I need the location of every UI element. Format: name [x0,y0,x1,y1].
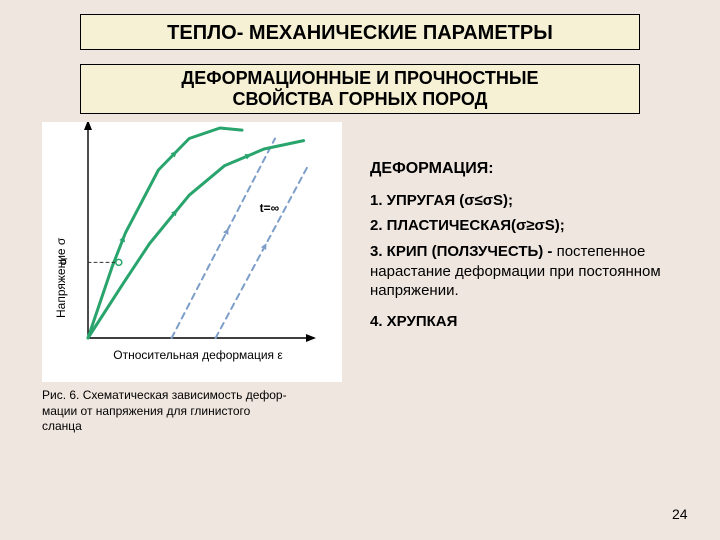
chart-ylabel: Напряжение σ [54,238,68,318]
list-item-bold: 3. КРИП (ПОЛЗУЧЕСТЬ) - [370,243,557,260]
list-item: 1. УПРУГАЯ (σ≤σS); [370,192,700,209]
list-item-bold: 1. УПРУГАЯ (σ≤σS); [370,192,513,209]
figure-caption: Рис. 6. Схематическая зависимость дефор-… [42,388,342,435]
subtitle-text: ДЕФОРМАЦИОННЫЕ И ПРОЧНОСТНЫЕСВОЙСТВА ГОР… [181,68,538,110]
slide: ТЕПЛО- МЕХАНИЧЕСКИЕ ПАРАМЕТРЫ ДЕФОРМАЦИО… [0,0,720,540]
list-items: 1. УПРУГАЯ (σ≤σS); 2. ПЛАСТИЧЕСКАЯ(σ≥σS);… [370,192,700,330]
page-number: 24 [672,506,688,522]
deformation-list: ДЕФОРМАЦИЯ: 1. УПРУГАЯ (σ≤σS); 2. ПЛАСТИЧ… [370,160,700,338]
list-item: 3. КРИП (ПОЛЗУЧЕСТЬ) - постепенное нарас… [370,242,700,301]
main-title: ТЕПЛО- МЕХАНИЧЕСКИЕ ПАРАМЕТРЫ [80,14,640,50]
list-item-bold: 4. ХРУПКАЯ [370,313,457,330]
subtitle: ДЕФОРМАЦИОННЫЕ И ПРОЧНОСТНЫЕСВОЙСТВА ГОР… [80,64,640,114]
chart-xlabel: Относительная деформация ε [68,348,328,362]
chart-svg: t=0t=∞ [42,122,342,382]
list-item-bold: 2. ПЛАСТИЧЕСКАЯ(σ≥σS); [370,217,565,234]
svg-text:t=∞: t=∞ [260,201,280,215]
list-item: 2. ПЛАСТИЧЕСКАЯ(σ≥σS); [370,217,700,234]
stress-strain-chart: t=0t=∞ [42,122,342,382]
list-header: ДЕФОРМАЦИЯ: [370,160,700,178]
main-title-text: ТЕПЛО- МЕХАНИЧЕСКИЕ ПАРАМЕТРЫ [167,22,553,44]
list-item: 4. ХРУПКАЯ [370,313,700,330]
sigma-tick-label: σ [60,254,67,268]
